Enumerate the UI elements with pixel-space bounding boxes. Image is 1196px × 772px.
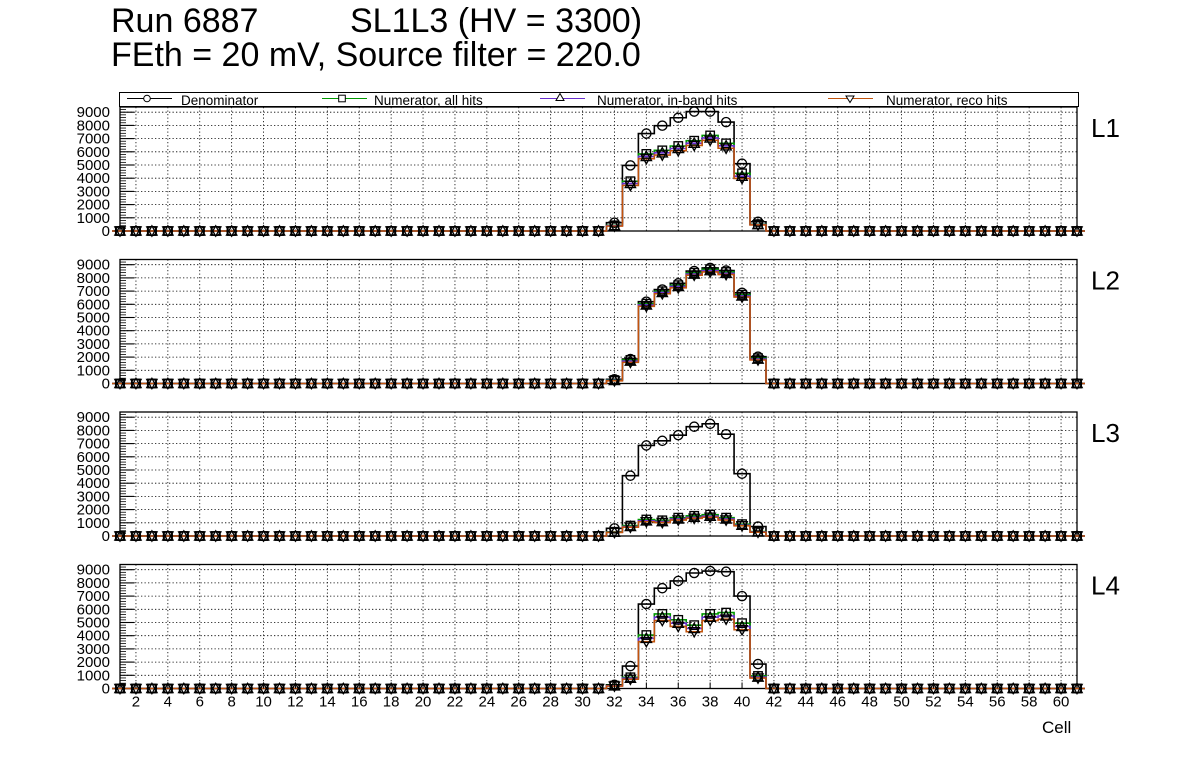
svg-text:22: 22: [447, 694, 464, 711]
svg-text:L2: L2: [1091, 266, 1120, 296]
svg-text:18: 18: [383, 694, 400, 711]
svg-text:24: 24: [479, 694, 496, 711]
svg-text:12: 12: [287, 694, 304, 711]
svg-text:28: 28: [542, 694, 559, 711]
svg-text:40: 40: [734, 694, 751, 711]
svg-text:46: 46: [829, 694, 846, 711]
svg-text:30: 30: [574, 694, 591, 711]
svg-text:56: 56: [989, 694, 1006, 711]
svg-text:2: 2: [132, 694, 140, 711]
svg-text:14: 14: [319, 694, 336, 711]
svg-text:26: 26: [510, 694, 527, 711]
svg-text:38: 38: [702, 694, 719, 711]
svg-text:52: 52: [925, 694, 942, 711]
svg-text:58: 58: [1021, 694, 1038, 711]
svg-text:10: 10: [255, 694, 272, 711]
svg-text:L4: L4: [1091, 571, 1120, 601]
svg-text:16: 16: [351, 694, 368, 711]
svg-text:L3: L3: [1091, 418, 1120, 448]
svg-text:9000: 9000: [77, 562, 110, 579]
svg-text:34: 34: [638, 694, 655, 711]
svg-text:54: 54: [957, 694, 974, 711]
svg-text:L1: L1: [1091, 113, 1120, 143]
svg-text:60: 60: [1053, 694, 1070, 711]
svg-text:44: 44: [798, 694, 815, 711]
svg-text:9000: 9000: [77, 104, 110, 121]
svg-text:4: 4: [164, 694, 172, 711]
svg-text:36: 36: [670, 694, 687, 711]
svg-text:20: 20: [415, 694, 432, 711]
svg-text:32: 32: [606, 694, 623, 711]
svg-text:6: 6: [196, 694, 204, 711]
svg-text:48: 48: [861, 694, 878, 711]
svg-text:9000: 9000: [77, 409, 110, 426]
svg-text:8: 8: [227, 694, 235, 711]
svg-text:42: 42: [766, 694, 783, 711]
svg-text:9000: 9000: [77, 257, 110, 274]
svg-text:50: 50: [893, 694, 910, 711]
